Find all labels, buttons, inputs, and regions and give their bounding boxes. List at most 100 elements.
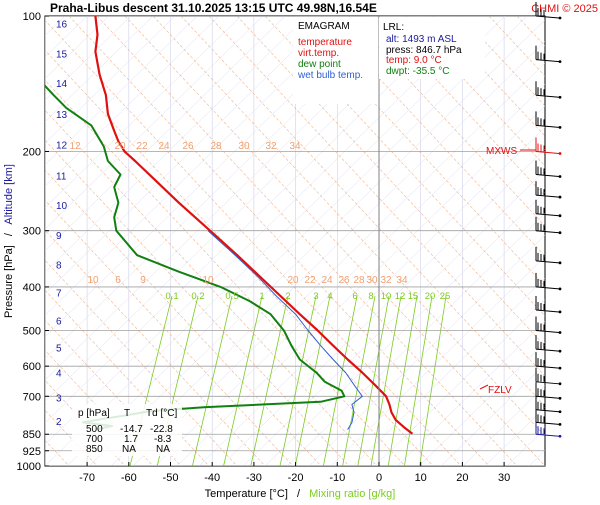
pressure-tick-label: 925 <box>23 446 41 458</box>
saturated-adiabat-label: 32 <box>380 275 392 286</box>
saturated-adiabat-label: 26 <box>338 275 350 286</box>
wind-barb-dot <box>559 367 562 370</box>
altitude-tick-label: 16 <box>56 20 68 31</box>
wind-barb-dot <box>559 382 562 385</box>
wind-barb-dot <box>559 175 562 178</box>
lrl-dwpt: dwpt: -35.5 °C <box>386 66 449 77</box>
mixing-ratio-label: 6 <box>352 291 357 302</box>
fzlv-label: FZLV <box>488 385 512 396</box>
pressure-tick-label: 400 <box>23 282 41 294</box>
legend-dew-point: dew point <box>298 59 341 70</box>
mixing-ratio-label: 12 <box>395 291 406 302</box>
altitude-tick-label: 3 <box>56 394 62 405</box>
svg-text:Temperature [°C] /: Temperature [°C] / Mixing ratio [g/kg] <box>205 488 396 500</box>
pressure-tick-label: 300 <box>23 226 41 238</box>
skew-guide-line <box>595 16 600 466</box>
mixing-ratio-label: 4 <box>327 291 332 302</box>
mixing-ratio-label: 1 <box>259 291 264 302</box>
saturated-adiabat-label: 22 <box>304 275 316 286</box>
wind-barb-dot <box>559 311 562 314</box>
wind-barb-dot <box>559 96 562 99</box>
pressure-tick-label: 700 <box>23 391 41 403</box>
x-axis-title: Temperature [°C] / Mixing ratio [g/kg] <box>205 488 396 500</box>
temperature-tick-label: -30 <box>246 472 262 484</box>
lrl-heading: LRL: <box>383 22 404 33</box>
pressure-tick-label: 500 <box>23 326 41 338</box>
y-axis-title: Pressure [hPa] / Altitude [km] <box>3 164 15 318</box>
pressure-tick-label: 850 <box>23 429 41 441</box>
dry-adiabat-label: 22 <box>136 141 148 152</box>
lrl-alt: alt: 1493 m ASL <box>386 34 457 45</box>
wind-barb-dot <box>559 214 562 217</box>
saturated-adiabat-label: 28 <box>353 275 365 286</box>
pressure-tick-label: 200 <box>23 146 41 158</box>
mixing-ratio-label: 2 <box>285 291 290 302</box>
table-header-td: Td [°C] <box>146 408 177 419</box>
saturated-adiabat-label: 20 <box>287 275 299 286</box>
saturated-adiabat-label: 10 <box>87 275 99 286</box>
mixing-ratio-label: 10 <box>381 291 392 302</box>
x-axis-title-sep: / <box>297 488 301 500</box>
altitude-tick-label: 12 <box>56 141 68 152</box>
mixing-ratio-label: 3 <box>313 291 318 302</box>
dry-adiabat-label: 30 <box>238 141 250 152</box>
x-axis-title-mix: Mixing ratio [g/kg] <box>309 488 395 500</box>
table-header-p: p [hPa] <box>78 408 110 419</box>
mixing-ratio-label: 15 <box>408 291 419 302</box>
table-header-t: T <box>124 408 130 419</box>
temperature-tick-label: -60 <box>121 472 137 484</box>
saturated-adiabat-label: 34 <box>396 275 408 286</box>
pressure-tick-label: 100 <box>23 11 41 23</box>
pressure-tick-label: 600 <box>23 361 41 373</box>
mixing-ratio-label: 0.1 <box>165 291 178 302</box>
y-axis-title-sep: / <box>3 232 15 236</box>
altitude-tick-label: 2 <box>56 417 62 428</box>
temperature-tick-label: 30 <box>498 472 510 484</box>
lrl-temp: temp: 9.0 °C <box>386 55 442 66</box>
mixing-ratio-label: 8 <box>368 291 373 302</box>
table-row-850-p: 850 <box>86 444 103 455</box>
wind-barb-dot <box>559 288 562 291</box>
legend-virt-temp: virt.temp. <box>298 48 339 59</box>
altitude-tick-label: 5 <box>56 343 62 354</box>
dry-adiabat-label: 34 <box>289 141 301 152</box>
lrl-box: LRL: alt: 1493 m ASL press: 846.7 hPa te… <box>379 17 485 79</box>
dry-adiabat-line <box>0 16 13 466</box>
wind-barb-dot <box>559 231 562 234</box>
temperature-tick-label: -70 <box>79 472 95 484</box>
altitude-tick-label: 9 <box>56 231 62 242</box>
wind-barb-dot <box>559 126 562 129</box>
dry-adiabat-label: 28 <box>210 141 222 152</box>
table-row-850-td: NA <box>156 444 170 455</box>
saturated-adiabat-label: 30 <box>366 275 378 286</box>
dry-adiabat-line <box>545 16 600 466</box>
altitude-tick-label: 4 <box>56 369 62 380</box>
temperature-tick-label: 0 <box>376 472 382 484</box>
altitude-tick-label: 13 <box>56 110 68 121</box>
temperature-tick-label: -10 <box>329 472 345 484</box>
wind-barb-dot <box>559 17 562 20</box>
wind-barb-dot <box>559 196 562 199</box>
wind-barb-dot <box>559 350 562 353</box>
temperature-tick-label: 20 <box>456 472 468 484</box>
chart-title: Praha-Libus descent 31.10.2025 13:15 UTC… <box>50 1 377 15</box>
saturated-adiabat-label: 6 <box>115 275 121 286</box>
saturated-adiabat-label: 24 <box>321 275 333 286</box>
wind-barb-dot <box>559 152 562 155</box>
dry-adiabat-label: 32 <box>265 141 277 152</box>
data-table: p [hPa] T Td [°C] 500 -14.7 -22.8 700 1.… <box>72 404 182 456</box>
x-axis-title-temp: Temperature [°C] <box>205 488 288 500</box>
mixing-ratio-label: 0.2 <box>191 291 204 302</box>
mxws-label: MXWS <box>486 146 517 157</box>
legend-temperature: temperature <box>298 37 352 48</box>
altitude-tick-label: 14 <box>56 79 68 90</box>
temperature-tick-label: -20 <box>288 472 304 484</box>
skew-guide-line <box>573 16 600 466</box>
wind-barb-dot <box>559 60 562 63</box>
mixing-ratio-label: 25 <box>440 291 451 302</box>
wind-barb-dot <box>559 423 562 426</box>
wind-barb-dot <box>559 435 562 438</box>
altitude-tick-label: 8 <box>56 261 62 272</box>
